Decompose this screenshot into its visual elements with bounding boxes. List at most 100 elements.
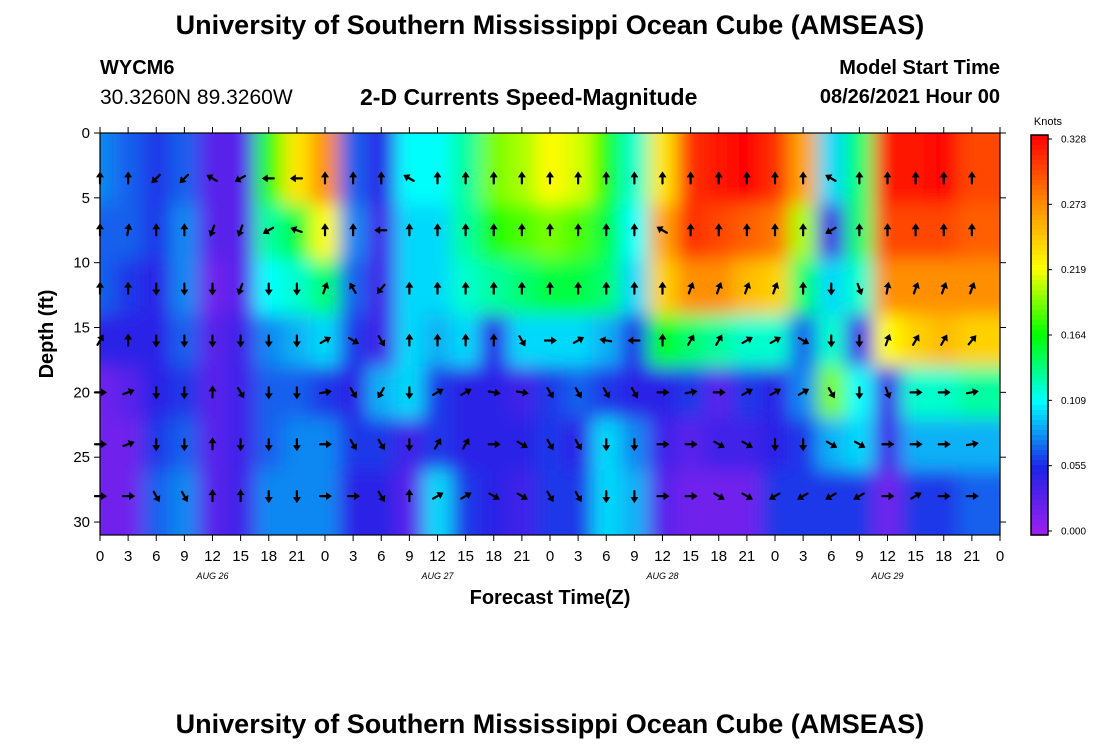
x-tick-label: 12: [204, 548, 221, 565]
heat-cell: [100, 133, 115, 205]
colorbar-tick-label: 0.273: [1061, 200, 1086, 211]
heat-cell: [254, 204, 284, 260]
colorbar-segment: [1031, 360, 1048, 366]
colorbar-tick-label: 0.328: [1061, 135, 1086, 146]
colorbar-segment: [1031, 295, 1048, 301]
current-arrow: [236, 489, 245, 503]
y-tick-label: 5: [82, 190, 90, 207]
current-arrow: [405, 333, 414, 347]
current-arrow: [855, 334, 864, 348]
current-arrow: [124, 333, 133, 347]
heat-cell: [310, 470, 340, 535]
current-arrow: [208, 385, 217, 399]
current-arrow: [374, 226, 388, 235]
x-tick-label: 21: [964, 548, 981, 565]
heat-cell: [198, 470, 228, 535]
current-arrow: [405, 281, 414, 295]
current-arrow: [319, 336, 332, 345]
current-arrow: [347, 492, 361, 501]
colorbar-segment: [1031, 240, 1048, 246]
current-arrow: [656, 492, 670, 501]
heat-cell: [507, 133, 537, 205]
current-arrow: [855, 282, 864, 296]
heat-cell: [957, 133, 1000, 205]
heat-cell: [732, 470, 762, 535]
heat-cell: [142, 133, 171, 205]
current-arrow: [208, 334, 217, 348]
x-tick-label: 9: [405, 548, 413, 565]
current-arrow: [236, 224, 245, 237]
colorbar-segment: [1031, 455, 1048, 461]
current-arrow: [743, 282, 751, 295]
heat-cell: [845, 133, 874, 205]
current-arrow: [937, 492, 951, 501]
colorbar-segment: [1031, 215, 1048, 221]
colorbar-segment: [1031, 395, 1048, 401]
current-arrow: [208, 437, 217, 451]
current-arrow: [432, 492, 444, 500]
colorbar: 0.000 0.055 0.109 0.164 0.219 0.273 0.328 Knots: [1030, 116, 1086, 538]
current-arrow: [349, 386, 358, 399]
heat-cell: [100, 366, 115, 419]
heat-cell: [100, 418, 115, 471]
current-arrow: [405, 489, 414, 503]
day-label: AUG 29: [870, 571, 903, 581]
colorbar-segment: [1031, 265, 1048, 271]
colorbar-segment: [1031, 210, 1048, 216]
current-arrow: [264, 282, 273, 296]
x-tick-label: 3: [574, 548, 582, 565]
colorbar-segment: [1031, 300, 1048, 306]
current-arrow: [602, 171, 611, 185]
current-arrow: [461, 223, 470, 237]
current-arrow: [433, 171, 442, 185]
heat-cell: [648, 133, 678, 205]
x-tick-label: 15: [907, 548, 924, 565]
current-arrow: [937, 388, 951, 397]
current-arrow: [321, 223, 329, 237]
current-arrow: [742, 171, 751, 185]
x-tick-label: 9: [855, 548, 863, 565]
x-tick-label: 15: [457, 548, 474, 565]
current-arrow: [546, 281, 554, 295]
current-arrow: [152, 438, 161, 452]
current-arrow: [630, 386, 639, 399]
current-arrow: [827, 282, 836, 296]
model-start-value: 08/26/2021 Hour 00: [819, 86, 1000, 108]
current-arrow: [855, 171, 864, 185]
heat-cell: [957, 366, 1000, 419]
current-arrow: [797, 492, 809, 501]
colorbar-segment: [1031, 435, 1048, 441]
heat-cell: [142, 470, 171, 535]
colorbar-segment: [1031, 285, 1048, 291]
heat-cell: [507, 470, 537, 535]
current-arrow: [713, 492, 725, 501]
current-arrow: [546, 171, 554, 185]
current-arrow: [912, 334, 920, 346]
heat-cell: [620, 133, 649, 205]
current-arrow: [940, 334, 948, 346]
x-tick-label: 3: [799, 548, 807, 565]
heat-cell: [760, 133, 790, 205]
current-arrow: [771, 171, 779, 185]
colorbar-segment: [1031, 480, 1048, 486]
current-arrow: [965, 492, 979, 501]
current-arrow: [797, 388, 810, 396]
current-arrow: [318, 440, 332, 449]
x-tick-label: 6: [377, 548, 385, 565]
current-arrow: [489, 223, 498, 237]
current-arrow: [967, 223, 976, 237]
current-arrow: [769, 336, 782, 345]
current-arrow: [264, 438, 273, 452]
current-arrow: [543, 336, 557, 345]
current-arrow: [965, 440, 979, 448]
colorbar-segment: [1031, 205, 1048, 211]
current-arrow: [546, 386, 554, 399]
colorbar-segment: [1031, 530, 1048, 536]
current-arrow: [602, 438, 611, 452]
current-arrow: [741, 440, 753, 449]
current-arrow: [825, 440, 838, 449]
current-arrow: [180, 438, 189, 452]
colorbar-segment: [1031, 195, 1048, 201]
current-arrow: [630, 223, 639, 237]
colorbar-segment: [1031, 325, 1048, 331]
